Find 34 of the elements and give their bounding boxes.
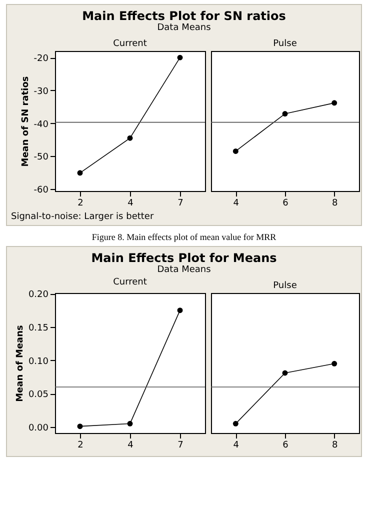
x-tick-label: 2: [78, 198, 84, 208]
x-tick-label: 7: [178, 440, 184, 450]
x-tick-label: 4: [233, 440, 240, 450]
x-tick-label: 6: [282, 440, 289, 450]
x-axis-title: Current: [113, 39, 148, 49]
y-axis-title: Mean of SN ratios: [20, 76, 31, 167]
y-tick-label: -60: [34, 186, 49, 196]
x-tick-label: 4: [233, 198, 240, 208]
y-tick-label: 0.10: [28, 356, 49, 367]
x-tick-label: 4: [128, 198, 134, 208]
y-tick-label: -50: [34, 152, 49, 163]
x-axis-title: Current: [113, 278, 148, 288]
caption: Figure 8. Main effects plot of mean value for MRR: [90, 232, 278, 242]
y-tick-label: 0.15: [28, 324, 48, 334]
chart-subtitle: Data Means: [156, 23, 212, 33]
chart-title: Main Effects Plot for Means: [90, 251, 278, 265]
y-tick-label: -30: [34, 86, 49, 97]
x-tick-label: 8: [332, 440, 338, 450]
y-axis-title: Mean of Means: [15, 325, 26, 402]
y-tick-label: 0.05: [28, 390, 48, 400]
y-tick-label: -20: [34, 54, 49, 64]
text: Signal-to-noise: Larger is better: [11, 212, 155, 222]
x-tick-label: 8: [332, 198, 338, 208]
chart-subtitle: Data Means: [156, 265, 212, 275]
y-tick-label: -40: [34, 120, 49, 130]
x-tick-label: 7: [178, 198, 184, 208]
chart-title: Main Effects Plot for SN ratios: [81, 9, 287, 23]
x-tick-label: 4: [128, 440, 134, 450]
x-tick-label: 2: [78, 440, 84, 450]
x-axis-title: Pulse: [273, 281, 298, 291]
y-tick-label: 0.00: [28, 424, 49, 434]
y-tick-label: 0.20: [28, 290, 49, 300]
x-tick-label: 6: [282, 198, 289, 208]
x-axis-title: Pulse: [273, 39, 298, 49]
